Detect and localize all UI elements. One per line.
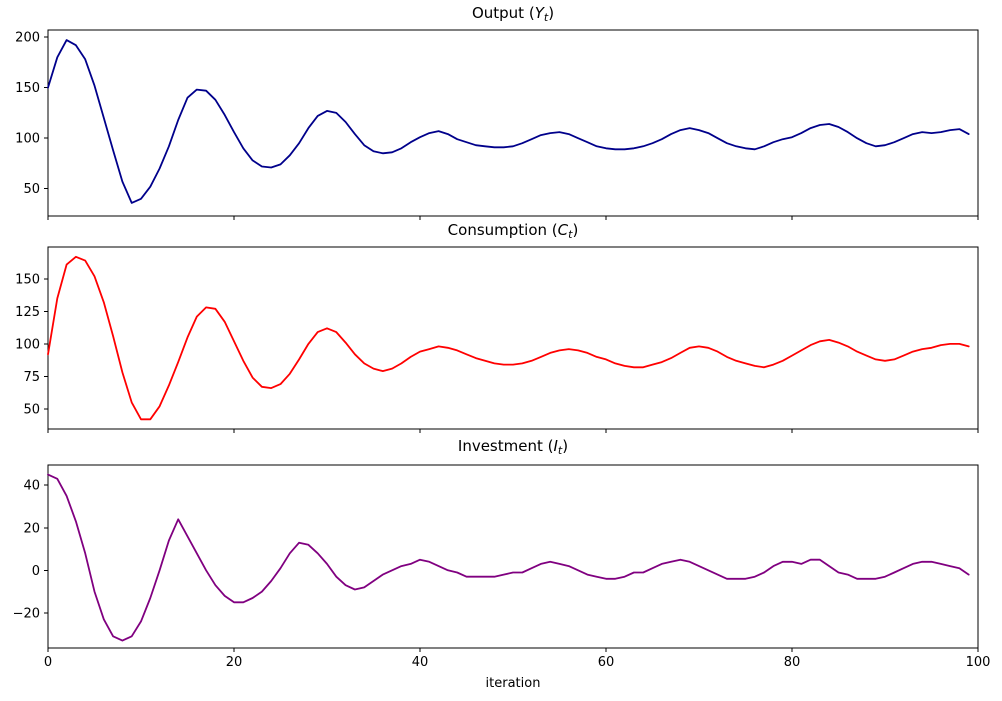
x-tick-label: 80 [784, 655, 801, 670]
output-y-tick-label: 150 [15, 81, 40, 96]
output-y-tick-label: 50 [23, 182, 40, 197]
subplot-consumption: 50 75 100 125 150 [15, 246, 979, 433]
consumption-y-tick-label: 50 [23, 402, 40, 417]
investment-y-tick-label: 40 [23, 479, 40, 494]
x-tick-label: 40 [412, 655, 429, 670]
title-text: Output ( [471, 4, 535, 22]
output-axes-box [47, 29, 979, 217]
subplot-output: 50 100 150 200 [15, 29, 979, 220]
subplot-title-investment: Investment (It) [457, 437, 569, 457]
consumption-y-tick-label: 75 [23, 370, 40, 385]
investment-y-tick-label: 0 [32, 564, 40, 579]
output-line [47, 39, 970, 204]
x-tick-label: 60 [598, 655, 615, 670]
x-tick-label: 100 [966, 655, 991, 670]
title-text: Consumption ( [447, 221, 558, 239]
title-text: Investment ( [457, 437, 554, 455]
consumption-y-tick-label: 125 [15, 305, 40, 320]
output-y-tick-label: 200 [15, 31, 40, 46]
investment-y-tick-label: −20 [13, 606, 40, 621]
output-y-tick-label: 100 [15, 132, 40, 147]
subplot-investment: −20 0 20 40 0 20 40 60 80 100 [13, 464, 991, 670]
consumption-line [47, 255, 970, 421]
consumption-axes-box [47, 246, 979, 430]
subplot-title-output: Output (Yt) [471, 4, 555, 24]
investment-y-tick-label: 20 [23, 521, 40, 536]
x-tick-label: 0 [44, 655, 52, 670]
x-tick-label: 20 [226, 655, 243, 670]
x-axis-label: iteration [485, 676, 541, 691]
investment-axes-box [47, 464, 979, 649]
subplot-title-consumption: Consumption (Ct) [447, 221, 579, 241]
consumption-y-tick-label: 100 [15, 337, 40, 352]
investment-line [47, 473, 970, 642]
consumption-y-tick-label: 150 [15, 272, 40, 287]
